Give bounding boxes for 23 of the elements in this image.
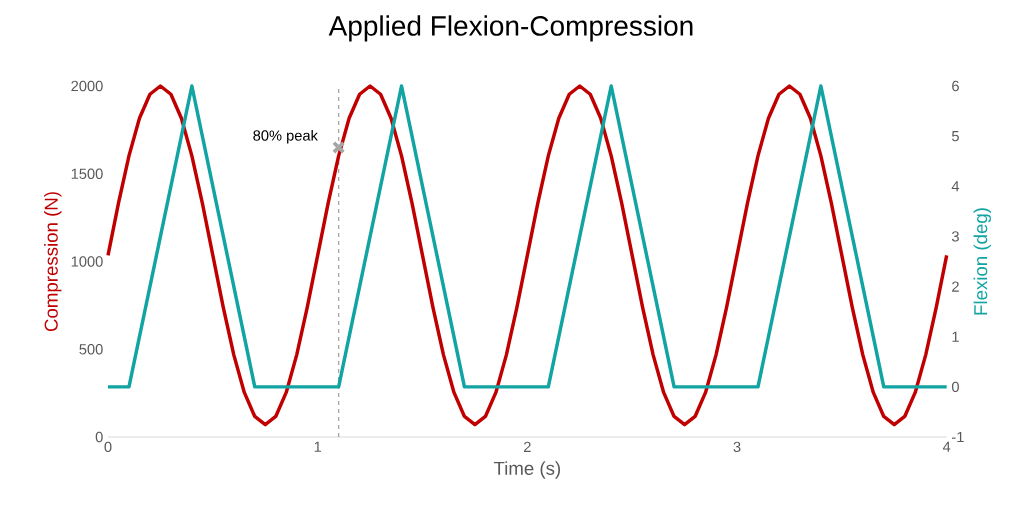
chart-title: Applied Flexion-Compression — [328, 15, 693, 42]
y2-tick-label: 6 — [952, 80, 959, 92]
y2-tick-label: 5 — [951, 131, 959, 142]
x-tick-label: 2 — [523, 441, 531, 452]
y-tick-label: 0 — [95, 431, 103, 443]
y2-tick-label: 4 — [951, 181, 960, 192]
y2-tick-label: 1 — [952, 331, 959, 342]
y-tick-label: 1000 — [71, 256, 103, 267]
y-tick-label: 2000 — [71, 80, 103, 92]
x-tick-label: 0 — [104, 441, 112, 453]
x-axis-title: Time (s) — [493, 461, 561, 479]
y2-tick-label: 3 — [951, 231, 959, 242]
annotation: 80% peak — [253, 129, 318, 144]
y2-axis-title: Flexion (deg) — [973, 208, 991, 315]
y-axis-title: Compression (N) — [44, 192, 62, 332]
y-tick-label: 1500 — [71, 168, 103, 179]
x-tick-label: 4 — [942, 441, 951, 452]
x-tick-label: 3 — [733, 441, 741, 453]
y2-tick-label: 2 — [952, 281, 959, 292]
y2-tick-label: 0 — [951, 381, 959, 393]
x-tick-label: 1 — [314, 441, 322, 452]
y-tick-label: 500 — [79, 344, 103, 355]
y2-tick-label: -1 — [952, 431, 964, 443]
